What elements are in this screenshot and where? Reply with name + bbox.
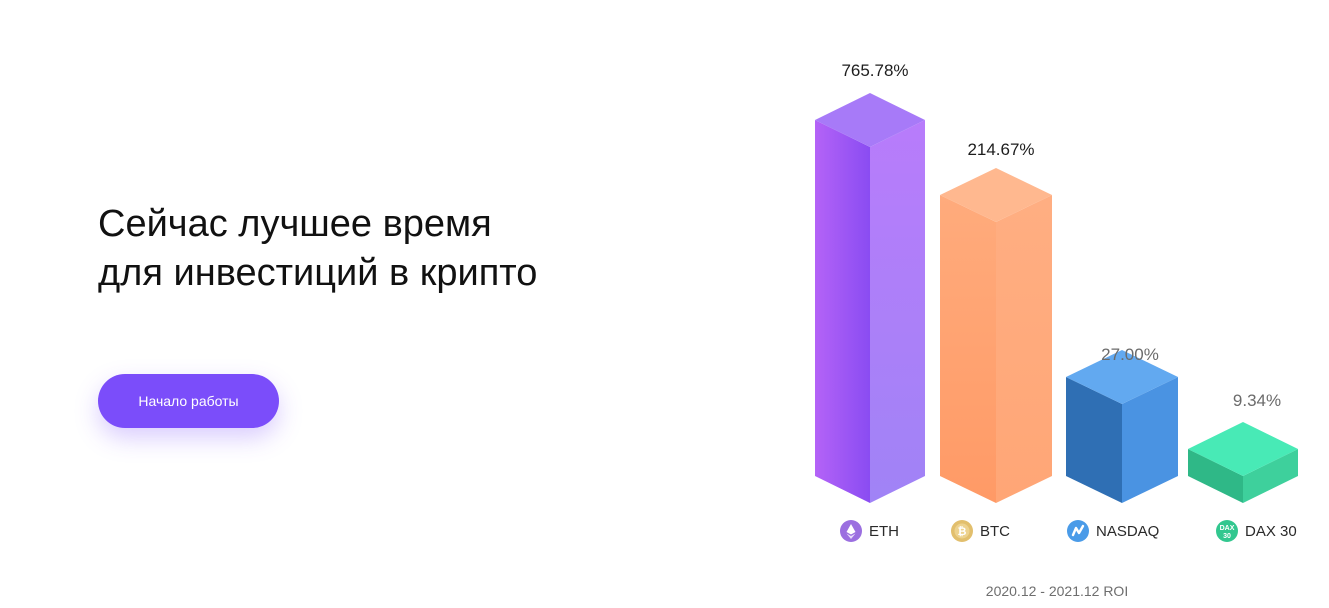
svg-text:30: 30 [1223,533,1231,540]
value-label-btc: 214.67% [967,140,1034,159]
bar-nasdaq-top-face [1066,350,1178,404]
legend-label-nasdaq: NASDAQ [1096,523,1159,540]
svg-text:DAX: DAX [1220,525,1235,532]
bar-eth-left-face [815,120,870,503]
period-label: 2020.12 - 2021.12 ROI [986,583,1128,599]
bar-nasdaq-left-face [1066,377,1122,503]
legend-label-dax-30: DAX 30 [1245,523,1297,540]
legend-label-btc: BTC [980,523,1010,540]
legend-item-btc: ₿ BTC [951,520,1010,542]
legend-item-eth: ETH [840,520,899,542]
bar-nasdaq [1066,350,1178,503]
svg-text:₿: ₿ [958,525,967,538]
bar-dax-30-top-face [1188,422,1298,476]
bar-btc-left-face [940,195,996,503]
bar-btc-right-face [996,195,1052,503]
bar-eth-right-face [870,120,925,503]
bar-eth [815,93,925,503]
bar-btc [940,168,1052,503]
legend-label-eth: ETH [869,523,899,540]
bar-dax-30 [1188,422,1298,503]
bar-nasdaq-right-face [1122,377,1178,503]
bars-group [815,93,1298,503]
hero-title: Сейчас лучшее время для инвестиций в кри… [98,203,538,294]
bar-btc-top-face [940,168,1052,222]
value-label-nasdaq: 27.00% [1101,345,1159,364]
nasdaq-icon [1067,520,1089,542]
bar-eth-top-face [815,93,925,147]
bar-dax-30-right-face [1243,449,1298,503]
value-labels-group: 765.78% 214.67% 27.00% 9.34% [841,61,1281,410]
bar-dax-30-left-face [1188,449,1243,503]
ethereum-icon [840,520,862,542]
value-label-eth: 765.78% [841,61,908,80]
get-started-button[interactable]: Начало работы [98,374,279,428]
value-label-dax-30: 9.34% [1233,391,1281,410]
legend-item-nasdaq: NASDAQ [1067,520,1159,542]
bitcoin-icon: ₿ [951,520,973,542]
